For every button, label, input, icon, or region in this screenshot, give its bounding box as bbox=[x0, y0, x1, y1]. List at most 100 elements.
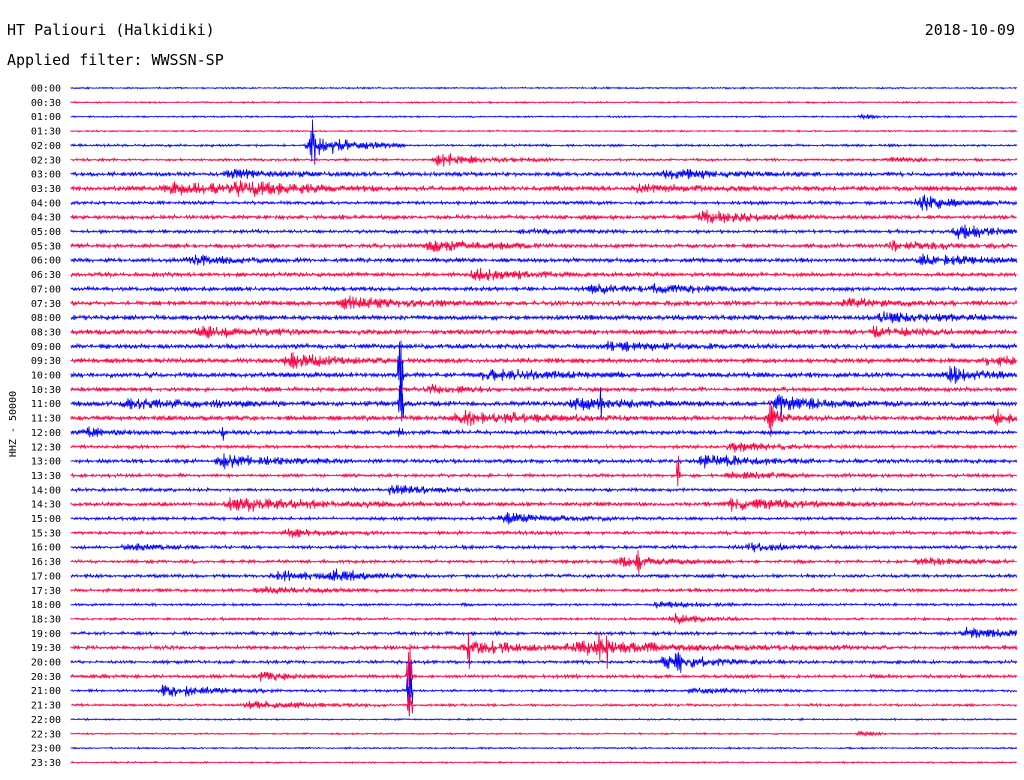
trace-line bbox=[70, 383, 1018, 394]
time-tick-label: 00:30 bbox=[31, 98, 61, 109]
trace-line bbox=[70, 746, 1018, 751]
time-tick-label: 06:00 bbox=[31, 256, 61, 267]
time-tick-label: 21:30 bbox=[31, 701, 61, 712]
time-tick-label: 20:30 bbox=[31, 672, 61, 683]
time-tick-label: 19:30 bbox=[31, 643, 61, 654]
time-tick-label: 20:00 bbox=[31, 658, 61, 669]
trace-line bbox=[70, 453, 1018, 470]
time-tick-label: 18:00 bbox=[31, 600, 61, 611]
time-tick-label: 21:00 bbox=[31, 686, 61, 697]
time-tick-label: 05:00 bbox=[31, 227, 61, 238]
time-tick-label: 01:30 bbox=[31, 127, 61, 138]
time-tick-label: 14:00 bbox=[31, 485, 61, 496]
trace-line bbox=[70, 194, 1018, 211]
time-tick-label: 12:00 bbox=[31, 428, 61, 439]
trace-line bbox=[70, 129, 1018, 133]
trace-line bbox=[70, 760, 1017, 765]
trace-line bbox=[70, 239, 1018, 252]
time-tick-label: 10:30 bbox=[31, 385, 61, 396]
trace-line bbox=[70, 643, 1018, 695]
time-tick-label: 05:30 bbox=[31, 241, 61, 252]
trace-line bbox=[70, 651, 1018, 674]
time-tick-label: 17:00 bbox=[31, 571, 61, 582]
time-tick-label: 02:00 bbox=[31, 141, 61, 152]
time-tick-label: 15:30 bbox=[31, 528, 61, 539]
trace-line bbox=[70, 400, 1018, 438]
trace-line bbox=[70, 295, 1018, 310]
trace-line bbox=[70, 497, 1018, 512]
trace-line bbox=[70, 100, 1018, 105]
time-tick-label: 10:00 bbox=[31, 371, 61, 382]
time-tick-label: 04:30 bbox=[31, 213, 61, 224]
trace-line bbox=[70, 542, 1018, 553]
time-tick-label: 09:00 bbox=[31, 342, 61, 353]
time-tick-label: 11:00 bbox=[31, 399, 61, 410]
trace-line bbox=[70, 311, 1018, 324]
time-tick-label: 02:30 bbox=[31, 155, 61, 166]
time-tick-label: 03:30 bbox=[31, 184, 61, 195]
time-tick-label: 06:30 bbox=[31, 270, 61, 281]
time-tick-label: 16:00 bbox=[31, 543, 61, 554]
trace-line bbox=[70, 729, 1018, 737]
trace-line bbox=[70, 626, 1018, 639]
trace-line bbox=[70, 631, 1018, 669]
trace-line bbox=[70, 224, 1018, 240]
trace-line bbox=[70, 253, 1018, 266]
filter-label: Applied filter: WWSSN-SP bbox=[7, 51, 224, 69]
trace-line bbox=[70, 180, 1018, 198]
time-tick-label: 07:00 bbox=[31, 284, 61, 295]
trace-line bbox=[70, 283, 1018, 295]
time-tick-label: 13:00 bbox=[31, 457, 61, 468]
trace-line bbox=[70, 113, 1018, 120]
trace-line bbox=[70, 585, 1018, 595]
time-tick-label: 12:30 bbox=[31, 442, 61, 453]
time-tick-label: 03:00 bbox=[31, 170, 61, 181]
time-label-group: 00:00 00:30 01:00 01:30 02:00 02:30 03:00 03:30… bbox=[31, 84, 61, 769]
time-tick-label: 00:00 bbox=[31, 84, 61, 95]
trace-line bbox=[70, 601, 1018, 609]
time-tick-label: 14:30 bbox=[31, 500, 61, 511]
time-tick-label: 18:30 bbox=[31, 614, 61, 625]
date-label: 2018-10-09 bbox=[924, 21, 1015, 39]
trace-line bbox=[70, 512, 1018, 525]
time-tick-label: 22:00 bbox=[31, 715, 61, 726]
trace-line bbox=[70, 455, 1018, 487]
trace-group bbox=[70, 86, 1018, 765]
trace-line bbox=[70, 340, 1018, 353]
time-tick-label: 19:00 bbox=[31, 629, 61, 640]
trace-line bbox=[70, 153, 1018, 167]
time-tick-label: 04:00 bbox=[31, 198, 61, 209]
station-title: HT Paliouri (Halkidiki) bbox=[7, 21, 215, 39]
time-tick-label: 11:30 bbox=[31, 414, 61, 425]
trace-line bbox=[70, 352, 1018, 369]
time-tick-label: 09:30 bbox=[31, 356, 61, 367]
time-tick-label: 01:00 bbox=[31, 112, 61, 123]
time-tick-label: 16:30 bbox=[31, 557, 61, 568]
time-tick-label: 17:30 bbox=[31, 586, 61, 597]
trace-line bbox=[70, 568, 1018, 582]
trace-line bbox=[70, 209, 1018, 224]
trace-line bbox=[70, 368, 1018, 419]
trace-line bbox=[70, 340, 1018, 422]
time-tick-label: 23:00 bbox=[31, 744, 61, 755]
trace-line bbox=[70, 528, 1017, 538]
time-tick-label: 08:00 bbox=[31, 313, 61, 324]
trace-line bbox=[70, 325, 1018, 339]
trace-line bbox=[70, 267, 1017, 281]
trace-line bbox=[70, 694, 1018, 714]
y-axis-label: HHZ - 50000 bbox=[8, 391, 19, 457]
time-tick-label: 07:30 bbox=[31, 299, 61, 310]
trace-line bbox=[70, 717, 1017, 722]
time-tick-label: 13:30 bbox=[31, 471, 61, 482]
trace-line bbox=[70, 549, 1017, 575]
trace-line bbox=[70, 484, 1018, 496]
time-tick-label: 22:30 bbox=[31, 729, 61, 740]
trace-line bbox=[70, 119, 1018, 165]
time-tick-label: 08:30 bbox=[31, 327, 61, 338]
time-tick-label: 15:00 bbox=[31, 514, 61, 525]
time-tick-label: 23:30 bbox=[31, 758, 61, 769]
trace-line bbox=[70, 168, 1018, 180]
trace-line bbox=[70, 442, 1018, 453]
trace-line bbox=[70, 86, 1018, 90]
